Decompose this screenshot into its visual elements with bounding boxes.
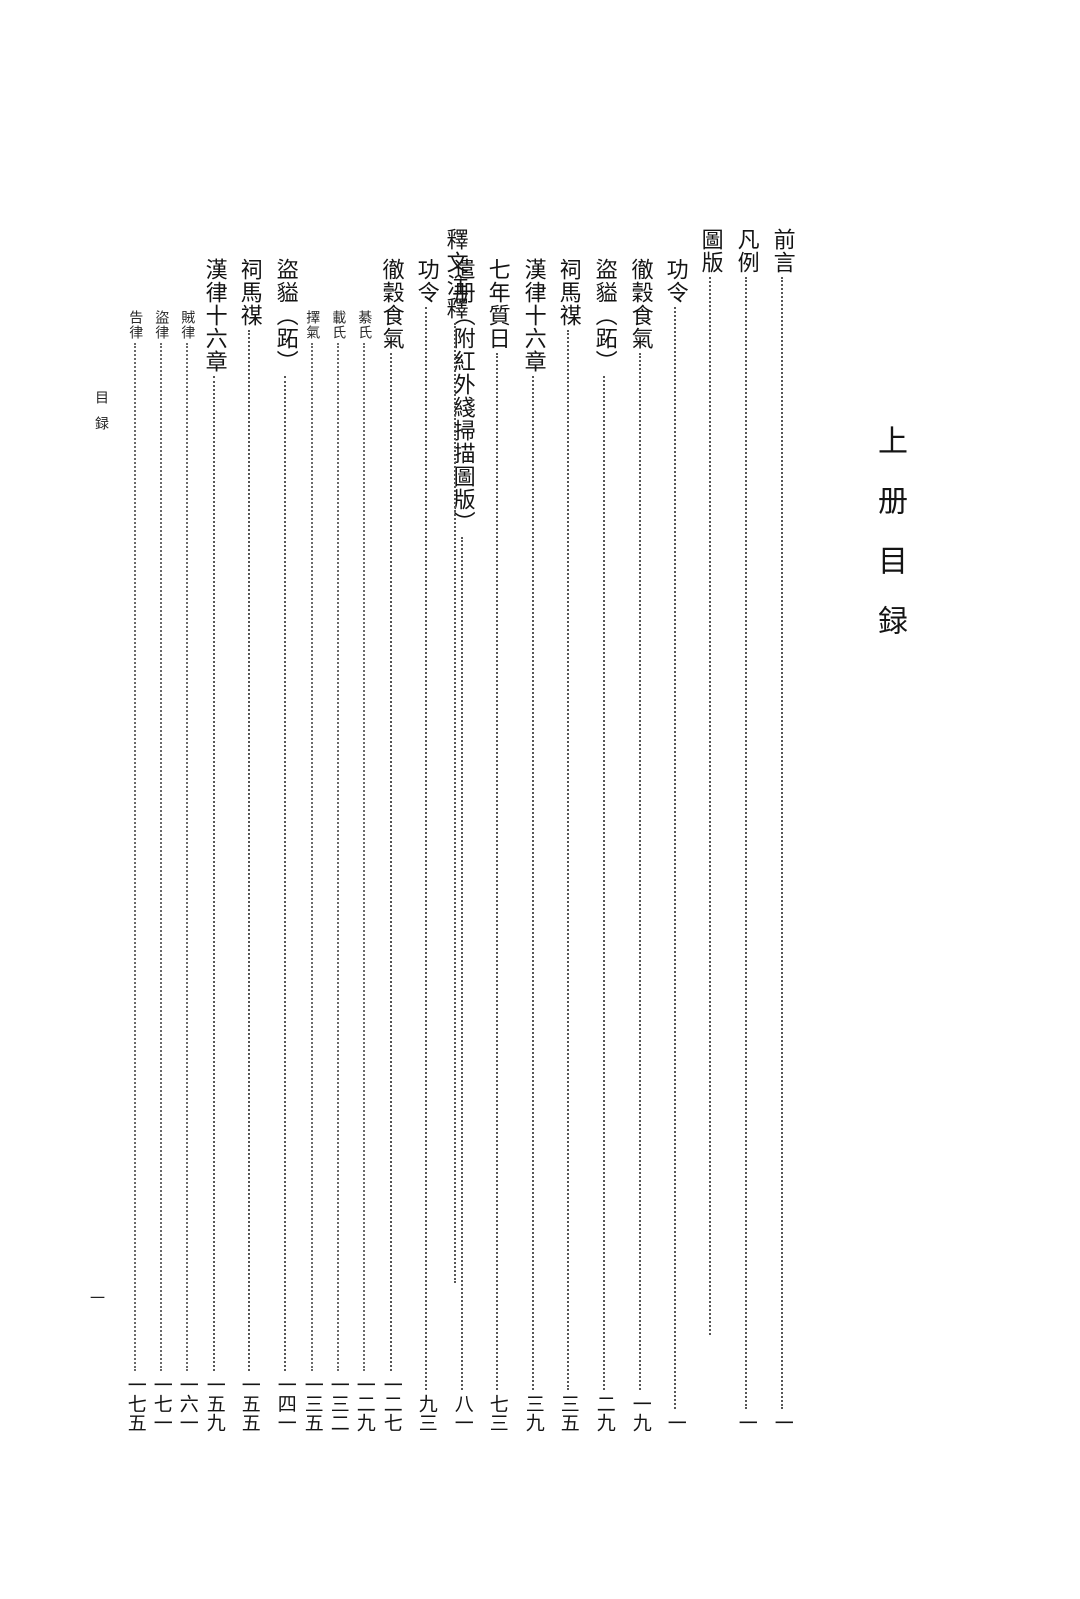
toc-entry-page-number: 一三五: [301, 1375, 324, 1432]
toc-entry-label: 賊律: [179, 310, 196, 340]
toc-leader-dots: [248, 330, 250, 1371]
running-head: 目録: [93, 390, 109, 442]
toc-leader-dots: [454, 323, 456, 1283]
toc-leader-dots: [496, 353, 498, 1390]
toc-leader-dots: [186, 343, 188, 1371]
toc-entry-page-number: 一五九: [203, 1375, 226, 1432]
page-title: 上册目録: [872, 425, 907, 665]
toc-entry-page-number: 一四一: [274, 1375, 297, 1432]
toc-entry[interactable]: 徹穀食氣 一九: [627, 258, 653, 1432]
toc-entry-page-number: 一七五: [124, 1375, 147, 1432]
toc-entry-page-number: 七三: [486, 1394, 509, 1432]
toc-entry-label: 告律: [127, 310, 144, 340]
toc-entry-label: 釋文注釋: [442, 228, 468, 320]
toc-leader-dots: [425, 307, 427, 1390]
toc-leader-dots: [363, 343, 365, 1371]
toc-leader-dots: [160, 343, 162, 1371]
toc-entry[interactable]: 徹穀食氣 一二七: [378, 258, 404, 1432]
toc-leader-dots: [337, 343, 339, 1371]
toc-leader-dots: [284, 376, 286, 1371]
toc-entry-page-number: 一: [735, 1413, 758, 1432]
toc-entry[interactable]: 擇氣 一三五: [299, 310, 325, 1432]
toc-leader-dots: [745, 277, 747, 1409]
toc-entry-label: 功令: [413, 258, 439, 304]
toc-entry[interactable]: 釋文注釋一: [442, 228, 468, 1306]
toc-entry[interactable]: 圖版一: [697, 228, 723, 1358]
toc-entry-page-number: 一: [771, 1413, 794, 1432]
toc-entry[interactable]: 凡例一: [733, 228, 759, 1432]
toc-entry-label: 前言: [769, 228, 795, 274]
toc-entry-page-number: 三五: [557, 1394, 580, 1432]
toc-entry[interactable]: 功令一: [662, 258, 688, 1432]
toc-entry-label: 七年質日: [484, 258, 510, 350]
toc-entry-label: 盜律: [153, 310, 170, 340]
toc-entry-page-number: 九三: [415, 1394, 438, 1432]
toc-entry[interactable]: 祠馬禖 三五: [555, 258, 581, 1432]
toc-entry-label: 載氏: [330, 310, 347, 340]
toc-entry[interactable]: 告律 一七五: [122, 310, 148, 1432]
folio-page-number: 一: [88, 1290, 106, 1305]
toc-entry-label: 祠馬禖: [236, 258, 262, 327]
toc-entry-page-number: 一三二: [327, 1375, 350, 1432]
toc-entry[interactable]: 漢律十六章 三九: [520, 258, 546, 1432]
toc-entry-page-number: 一二七: [380, 1375, 403, 1432]
toc-entry[interactable]: 盜貖（跖） 二九: [591, 258, 617, 1432]
toc-entry[interactable]: 盜貖（跖） 一四一: [272, 258, 298, 1432]
toc-entry-label: 綦氏: [356, 310, 373, 340]
toc-entry-label: 祠馬禖: [555, 258, 581, 327]
toc-leader-dots: [603, 376, 605, 1390]
toc-entry-page-number: 一七一: [150, 1375, 173, 1432]
toc-entry-label: 漢律十六章: [520, 258, 546, 373]
toc-leader-dots: [134, 343, 136, 1371]
toc-entry-label: 遣册（附紅外綫掃描圖版）: [449, 258, 475, 534]
toc-leader-dots: [213, 376, 215, 1371]
toc-entry-page-number: 二九: [593, 1394, 616, 1432]
toc-entry-page-number: 一九: [629, 1394, 652, 1432]
toc-entry[interactable]: 賊律 一六一: [174, 310, 200, 1432]
toc-entry-page-number: 一: [664, 1413, 687, 1432]
toc-entry[interactable]: 綦氏 一二九: [351, 310, 377, 1432]
toc-entry-page-number: 三九: [522, 1394, 545, 1432]
toc-entry-page-number: 八一: [451, 1394, 474, 1432]
toc-leader-dots: [639, 353, 641, 1390]
toc-entry[interactable]: 遣册（附紅外綫掃描圖版） 八一: [449, 258, 475, 1432]
toc-entry-page-number: 一二九: [353, 1375, 376, 1432]
toc-entry-label: 功令: [662, 258, 688, 304]
toc-entry-label: 圖版: [697, 228, 723, 274]
toc-entry[interactable]: 載氏 一三二: [325, 310, 351, 1432]
toc-leader-dots: [390, 353, 392, 1371]
toc-leader-dots: [532, 376, 534, 1390]
toc-entry-page-number: 一五五: [238, 1375, 261, 1432]
toc-entry[interactable]: 祠馬禖 一五五: [236, 258, 262, 1432]
toc-leader-dots: [567, 330, 569, 1390]
toc-entry-page-number: 一六一: [176, 1375, 199, 1432]
toc-entry-label: 盜貖（跖）: [591, 258, 617, 373]
toc-entry-label: 徹穀食氣: [378, 258, 404, 350]
toc-leader-dots: [674, 307, 676, 1409]
toc-entry[interactable]: 漢律十六章 一五九: [201, 258, 227, 1432]
toc-entry-label: 盜貖（跖）: [272, 258, 298, 373]
toc-entry[interactable]: 前言一: [769, 228, 795, 1432]
toc-entry[interactable]: 七年質日 七三: [484, 258, 510, 1432]
toc-leader-dots: [311, 343, 313, 1371]
toc-leader-dots: [709, 277, 711, 1335]
toc-entry-label: 凡例: [733, 228, 759, 274]
toc-entry[interactable]: 盜律 一七一: [148, 310, 174, 1432]
toc-entry[interactable]: 功令 九三: [413, 258, 439, 1432]
toc-entry-label: 徹穀食氣: [627, 258, 653, 350]
toc-entry-label: 擇氣: [304, 310, 321, 340]
toc-leader-dots: [781, 277, 783, 1409]
toc-leader-dots: [461, 537, 463, 1390]
toc-entry-label: 漢律十六章: [201, 258, 227, 373]
